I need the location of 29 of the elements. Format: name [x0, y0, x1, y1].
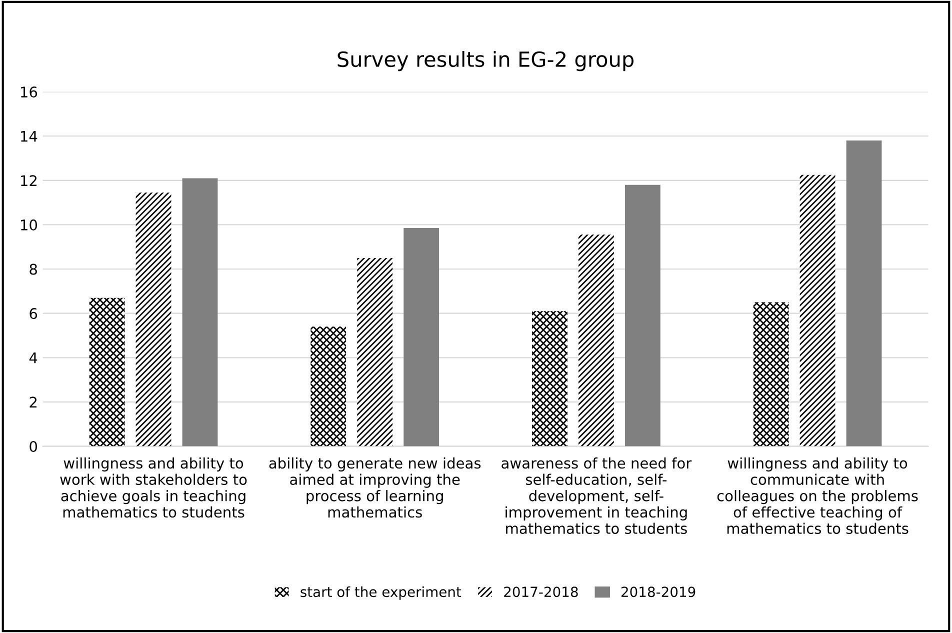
bar: [532, 311, 568, 446]
bar: [310, 326, 346, 446]
bar: [800, 174, 836, 446]
bar: [182, 178, 218, 446]
x-tick-label: awareness of the need for self-education, self- development, self- improvement in teaching mathematics to students: [502, 457, 692, 534]
x-tick-label: ability to generate new ideas aimed at improving the process of learning mathematics: [269, 457, 481, 518]
legend-label: 2018-2019: [621, 586, 696, 598]
x-tick-label: willingness and ability to communicate with colleagues on the problems of effective teaching of mathematics to students: [717, 457, 918, 534]
y-tick-label: 10: [21, 219, 38, 230]
y-tick-label: 0: [30, 440, 38, 452]
legend-label: start of the experiment: [300, 586, 462, 600]
bar: [89, 298, 125, 446]
y-tick-label: 14: [21, 131, 38, 142]
y-tick-label: 12: [21, 175, 37, 186]
legend-label: 2017-2018: [504, 586, 578, 598]
bar: [404, 228, 440, 446]
x-tick-label: willingness and ability to work with stakeholders to achieve goals in teaching mathematics to students: [60, 457, 247, 518]
y-tick-label: 8: [30, 264, 37, 275]
bar: [624, 184, 660, 446]
y-tick-label: 6: [30, 308, 38, 320]
bar: [578, 234, 614, 446]
bar: [136, 192, 172, 446]
bar: [753, 302, 789, 446]
y-tick-label: 16: [21, 86, 38, 98]
bar: [357, 258, 393, 446]
chart-title: Survey results in EG-2 group: [338, 50, 634, 72]
y-tick-label: 2: [30, 396, 37, 408]
bar: [846, 140, 882, 446]
y-tick-label: 4: [29, 352, 38, 364]
